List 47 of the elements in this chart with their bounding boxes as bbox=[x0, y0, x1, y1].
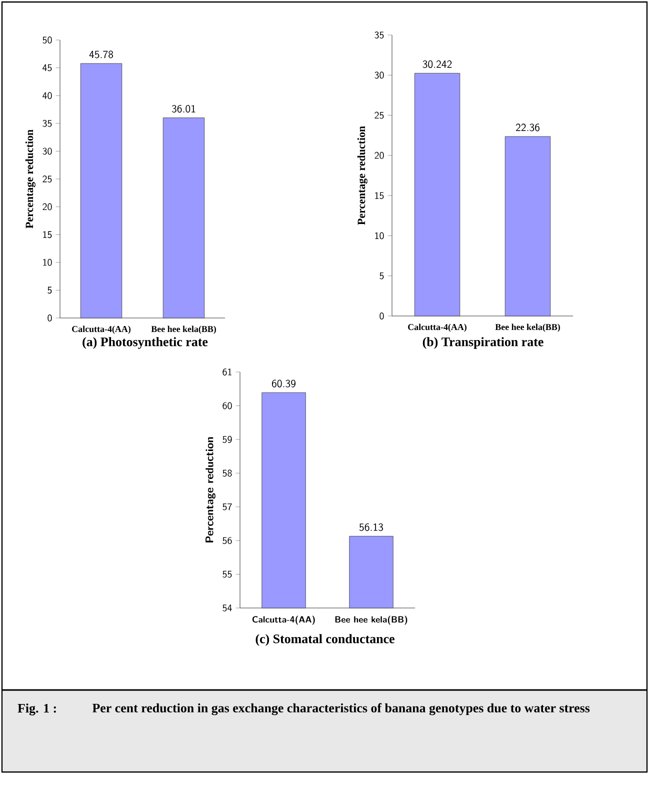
y-tick-label: 20 bbox=[374, 152, 384, 159]
y-tick-label: 56 bbox=[222, 537, 232, 544]
x-tick-label: Calcutta-4(AA) bbox=[408, 324, 466, 332]
x-tick-label: Calcutta-4(AA) bbox=[72, 326, 130, 334]
y-tick-label: 0 bbox=[380, 312, 384, 320]
data-label: 56.13 bbox=[359, 523, 384, 531]
x-tick-label: Bee hee kela(BB) bbox=[335, 616, 408, 625]
y-tick-label: 59 bbox=[222, 436, 232, 443]
y-tick-label: 30 bbox=[42, 148, 52, 155]
y-tick-label: 10 bbox=[375, 232, 384, 240]
data-label: 22.36 bbox=[516, 124, 540, 132]
y-tick-label: 25 bbox=[42, 175, 52, 182]
y-tick-label: 45 bbox=[42, 64, 52, 72]
data-label: 30.242 bbox=[422, 60, 452, 68]
y-tick-label: 15 bbox=[375, 192, 384, 200]
y-tick-label: 58 bbox=[222, 470, 232, 477]
y-tick-label: 55 bbox=[222, 570, 232, 578]
y-axis-title: Percentage reduction bbox=[357, 126, 368, 225]
x-tick-label: Calcutta-4(AA) bbox=[252, 616, 315, 625]
y-tick-label: 30 bbox=[374, 72, 384, 79]
y-tick-label: 15 bbox=[43, 231, 52, 238]
y-tick-label: 50 bbox=[42, 36, 52, 44]
y-tick-label: 5 bbox=[48, 286, 52, 294]
y-tick-label: 35 bbox=[374, 31, 384, 38]
caption: Fig. 1 : bbox=[18, 704, 56, 716]
data-label: 45.78 bbox=[89, 50, 114, 58]
y-tick-label: 25 bbox=[374, 112, 384, 119]
text: Per cent reduction in gas exchange characteristics of banana genotypes due to water stress bbox=[92, 703, 590, 716]
y-tick-label: 35 bbox=[42, 120, 52, 127]
y-tick-label: 10 bbox=[43, 258, 52, 266]
x-tick-label: Bee hee kela(BB) bbox=[495, 324, 560, 332]
data-label: 60.39 bbox=[272, 380, 296, 388]
text: (b) Transpiration rate bbox=[422, 337, 544, 349]
y-tick-label: 0 bbox=[48, 314, 52, 322]
y-tick-label: 54 bbox=[222, 604, 232, 612]
y-tick-label: 57 bbox=[222, 503, 232, 510]
data-label: 36.01 bbox=[172, 104, 196, 113]
y-tick-label: 60 bbox=[222, 402, 232, 410]
y-tick-label: 61 bbox=[222, 368, 232, 376]
text: (a) Photosynthetic rate bbox=[82, 337, 208, 349]
y-tick-label: 20 bbox=[42, 203, 52, 210]
y-axis-title: Percentage reduction bbox=[25, 130, 36, 228]
x-tick-label: Bee hee kela(BB) bbox=[151, 326, 216, 334]
y-axis-title: Percentage reduction bbox=[206, 437, 216, 542]
y-tick-label: 40 bbox=[42, 92, 52, 100]
text: (c) Stomatal conductance bbox=[256, 634, 394, 646]
y-tick-label: 5 bbox=[380, 272, 384, 280]
